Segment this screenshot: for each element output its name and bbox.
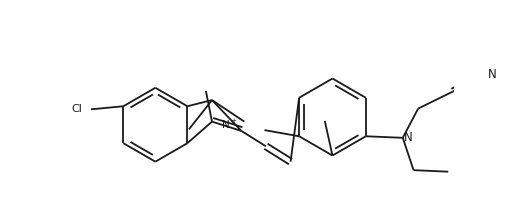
Text: N: N: [487, 68, 496, 81]
Text: N$^+$: N$^+$: [221, 118, 237, 131]
Text: N: N: [403, 131, 412, 144]
Text: Cl: Cl: [71, 104, 82, 114]
